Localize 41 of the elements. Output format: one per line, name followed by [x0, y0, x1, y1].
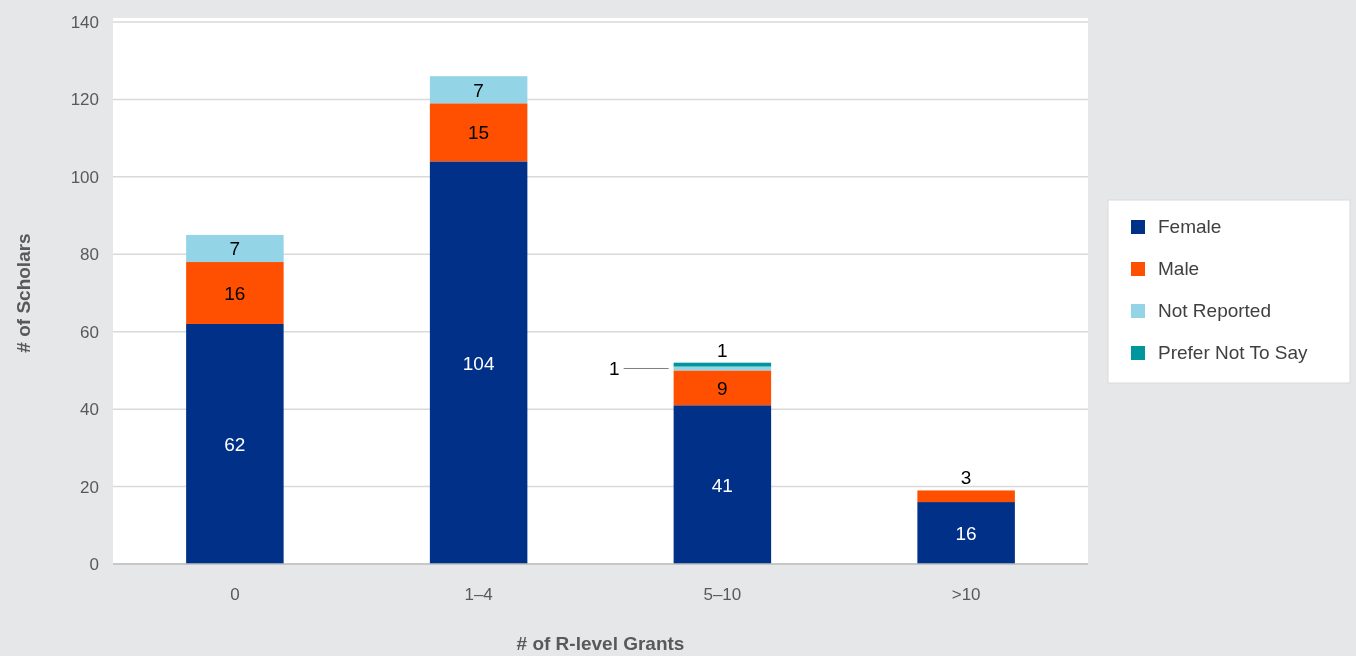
x-axis-title: # of R-level Grants: [516, 633, 685, 654]
data-label: 1: [717, 339, 728, 361]
y-tick-label: 0: [89, 555, 99, 574]
data-label: 104: [462, 352, 495, 374]
data-label: 7: [473, 79, 484, 101]
data-label: 3: [960, 467, 972, 489]
y-axis-title: # of Scholars: [13, 233, 34, 353]
y-tick-label: 20: [80, 477, 99, 497]
data-label: 62: [224, 433, 246, 455]
x-tick-label: 1–4: [464, 585, 493, 604]
bar: [673, 362, 772, 367]
data-label: 16: [224, 283, 246, 304]
legend-label: Not Reported: [1158, 300, 1272, 321]
bar: [186, 323, 284, 564]
data-label: 9: [717, 377, 728, 399]
bar: [429, 76, 528, 104]
bar: [673, 405, 772, 564]
legend-label: Prefer Not To Say: [1158, 342, 1309, 363]
legend-label: Male: [1158, 258, 1200, 279]
y-tick-label: 40: [80, 400, 99, 420]
bar: [673, 370, 772, 406]
data-label: 7: [229, 238, 241, 260]
data-label: 41: [711, 474, 733, 496]
data-label: 16: [955, 523, 977, 545]
y-tick-label: 60: [80, 322, 99, 342]
bar: [917, 502, 1015, 564]
y-tick-label: 140: [70, 13, 99, 32]
data-label: 15: [468, 122, 490, 144]
legend-label: Female: [1158, 216, 1222, 237]
data-label: 1: [609, 358, 620, 380]
y-tick-label: 80: [80, 245, 99, 265]
y-tick-label: 120: [70, 90, 99, 110]
bar: [429, 103, 528, 162]
x-tick-label: 0: [230, 585, 240, 604]
y-tick-label: 100: [70, 167, 99, 187]
bar: [186, 262, 284, 324]
x-tick-label: >10: [951, 585, 981, 604]
bar: [917, 490, 1015, 503]
bar: [186, 234, 284, 263]
bar: [429, 161, 528, 564]
x-tick-label: 5–10: [703, 585, 742, 604]
